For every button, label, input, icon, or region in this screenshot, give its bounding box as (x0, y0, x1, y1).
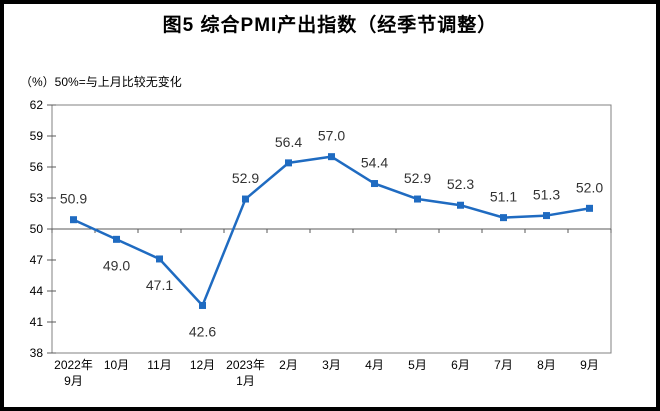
y-axis-label: 44 (30, 284, 44, 298)
y-axis-label: 62 (30, 98, 44, 112)
data-point-label: 47.1 (146, 277, 173, 293)
data-point-label: 42.6 (189, 323, 216, 339)
data-point-label: 56.4 (275, 134, 302, 150)
y-axis-label: 47 (30, 253, 44, 267)
x-axis-label: 2023年 (226, 358, 265, 372)
x-axis-label: 2022年 (54, 358, 93, 372)
x-axis-label: 2月 (279, 358, 298, 372)
data-point-marker (328, 153, 335, 161)
data-point-label: 52.3 (447, 176, 474, 192)
data-point-marker (285, 159, 292, 167)
x-axis-label: 5月 (408, 358, 427, 372)
chart-title: 图5 综合PMI产出指数（经季节调整） (162, 15, 498, 36)
x-axis-label: 10月 (104, 358, 129, 372)
data-point-marker (586, 204, 593, 212)
data-point-label: 57.0 (318, 128, 345, 144)
x-axis-label: 1月 (236, 374, 255, 388)
data-point-marker (543, 212, 550, 220)
y-axis-label: 59 (30, 129, 44, 143)
data-point-marker (242, 195, 249, 203)
data-point-marker (500, 214, 507, 222)
x-axis-label: 12月 (190, 358, 215, 372)
data-point-marker (371, 180, 378, 188)
data-point-marker (199, 301, 206, 309)
x-axis-label: 9月 (64, 374, 83, 388)
x-axis-label: 3月 (322, 358, 341, 372)
data-point-label: 52.0 (576, 179, 603, 195)
y-axis-label: 50 (30, 222, 44, 236)
data-point-label: 54.4 (361, 155, 388, 171)
data-point-label: 50.9 (60, 191, 87, 207)
data-point-marker (113, 235, 120, 243)
data-point-label: 51.3 (533, 187, 560, 203)
y-axis-label: 56 (30, 160, 44, 174)
y-axis-label: 41 (30, 315, 44, 329)
data-point-marker (156, 255, 163, 263)
x-axis-label: 6月 (451, 358, 470, 372)
x-axis-label: 11月 (147, 358, 171, 372)
x-axis-label: 9月 (580, 358, 599, 372)
x-axis-label: 7月 (494, 358, 513, 372)
x-axis-label: 4月 (365, 358, 384, 372)
data-point-label: 52.9 (404, 170, 431, 186)
y-axis-label: 38 (30, 346, 44, 360)
data-point-label: 49.0 (103, 257, 130, 273)
y-axis-label: 53 (30, 191, 44, 205)
data-point-marker (457, 201, 464, 209)
data-point-label: 51.1 (490, 189, 517, 205)
data-point-marker (70, 216, 77, 224)
x-axis-label: 8月 (537, 358, 556, 372)
data-point-marker (414, 195, 421, 203)
data-point-label: 52.9 (232, 170, 259, 186)
unit-note: （%）50%=与上月比较无变化 (20, 75, 182, 89)
